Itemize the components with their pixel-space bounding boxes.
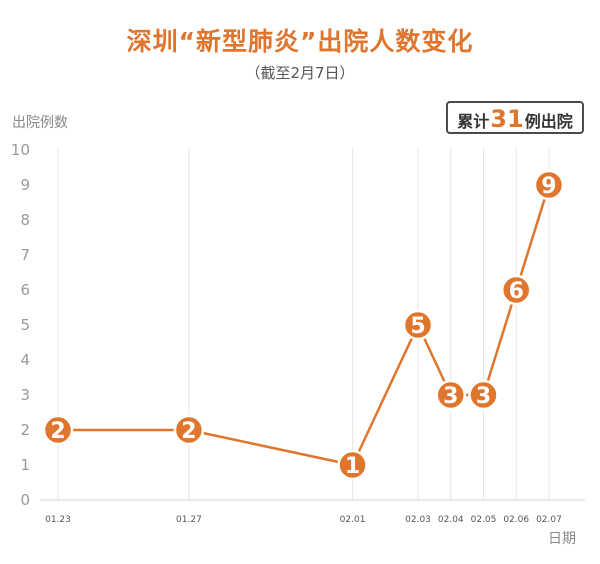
data-label-02.06: 6 [509,279,524,304]
y-tick-3: 3 [20,386,30,404]
x-tick-02.07: 02.07 [536,515,562,525]
y-tick-7: 7 [20,246,30,264]
x-tick-01.27: 01.27 [176,515,202,525]
data-label-02.05: 3 [476,384,491,409]
y-tick-2: 2 [20,421,30,439]
data-point-02.05 [468,379,499,411]
data-point-02.03 [402,309,434,341]
x-tick-02.04: 02.04 [438,515,464,525]
data-point-02.04 [435,379,467,411]
badge-prefix: 累计 [457,112,490,131]
data-point-02.01 [337,449,368,481]
data-label-02.03: 5 [410,314,425,339]
y-tick-9: 9 [20,176,30,194]
y-tick-5: 5 [20,316,30,334]
x-tick-02.05: 02.05 [471,515,497,525]
data-point-02.07 [533,169,565,201]
x-tick-01.23: 01.23 [45,515,71,525]
y-tick-10: 10 [11,141,30,159]
data-label-02.01: 1 [345,454,360,479]
badge-number: 31 [490,105,524,133]
chart-title: 深圳“新型肺炎”出院人数变化 [126,27,474,56]
x-tick-02.06: 02.06 [503,515,529,525]
data-point-01.23 [42,414,74,446]
x-tick-02.01: 02.01 [340,515,366,525]
y-axis-label: 出院例数 [12,115,68,131]
data-label-01.27: 2 [181,419,196,444]
data-label-02.07: 9 [541,174,556,199]
chart-subtitle: （截至2月7日） [245,64,355,82]
data-label-01.23: 2 [50,419,65,444]
series-line [58,184,551,467]
y-tick-6: 6 [20,281,30,299]
y-tick-1: 1 [20,456,30,474]
badge-suffix: 例出院 [524,112,573,131]
total-discharged-badge: 累计 31 例出院 [446,101,584,134]
x-tick-02.03: 02.03 [405,515,431,525]
data-label-02.04: 3 [443,384,458,409]
y-tick-4: 4 [20,351,30,369]
data-point-01.27 [173,414,205,446]
y-tick-0: 0 [20,491,30,509]
data-point-02.06 [500,274,532,306]
y-tick-8: 8 [20,211,30,229]
x-axis-label: 日期 [548,531,576,547]
